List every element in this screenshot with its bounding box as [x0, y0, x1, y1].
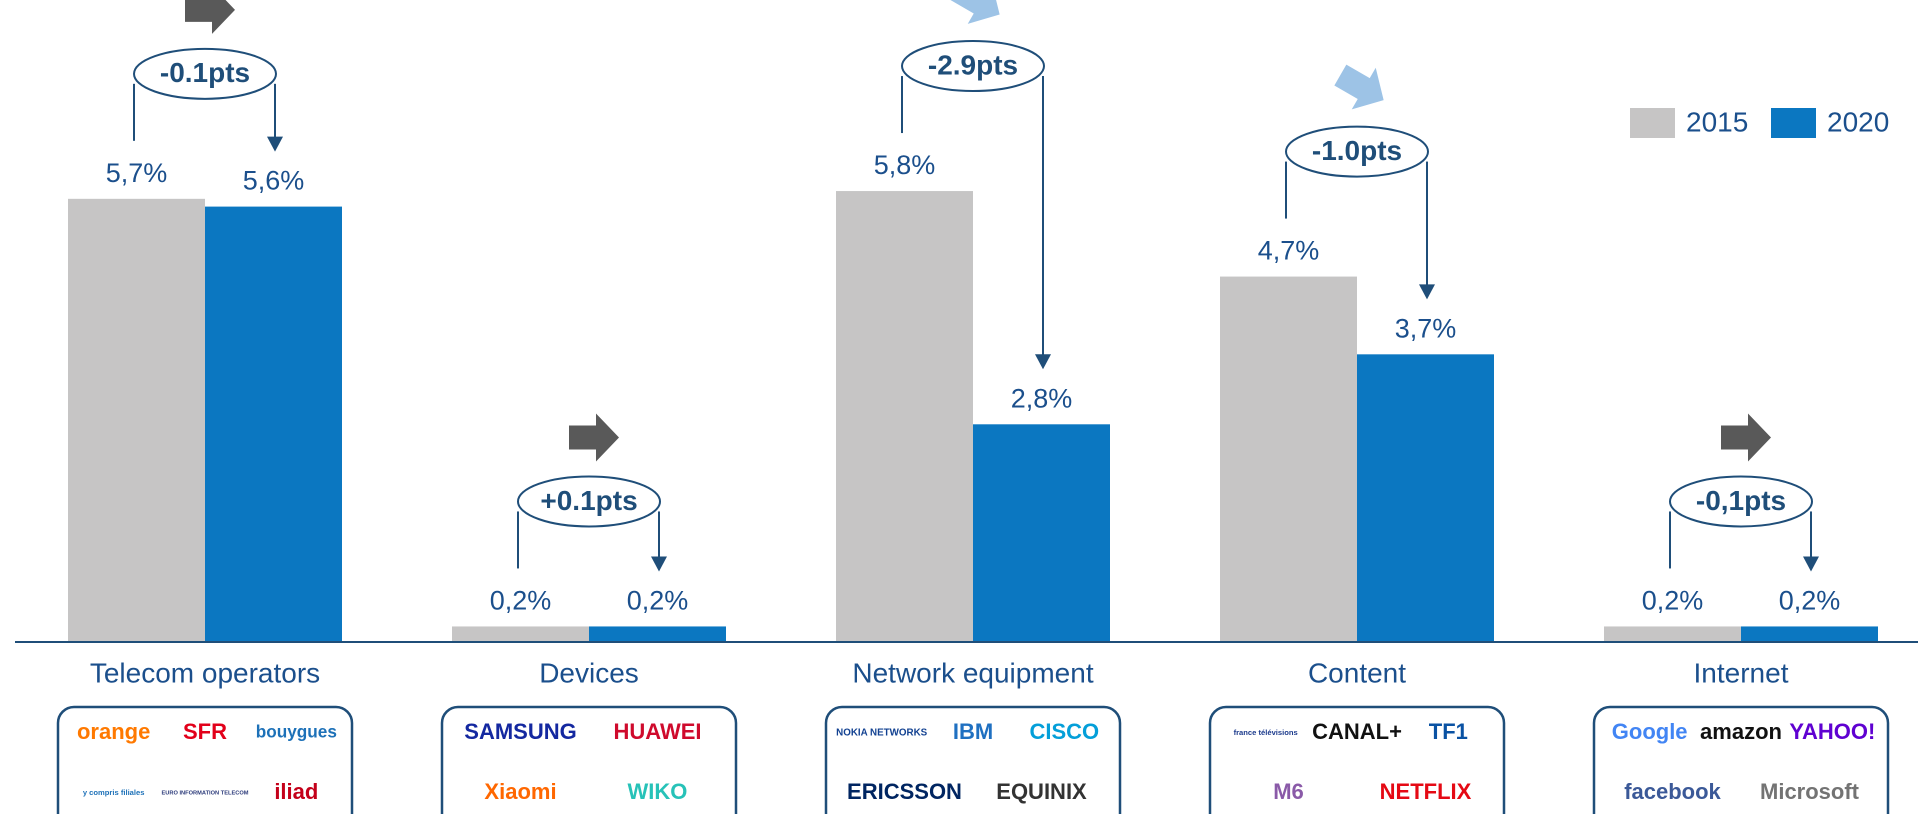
- value-label: 5,6%: [243, 166, 305, 196]
- logo-text: NOKIA NETWORKS: [836, 728, 928, 739]
- bar: [205, 206, 342, 642]
- logo-text: YAHOO!: [1789, 719, 1875, 744]
- value-label: 5,7%: [106, 158, 168, 188]
- trend-arrow: [950, 0, 1000, 24]
- category-label: Devices: [539, 657, 639, 688]
- trend-arrow: [569, 413, 619, 462]
- logo-box: [824, 705, 1122, 814]
- bar: [452, 626, 589, 642]
- logo-text: SAMSUNG: [464, 719, 576, 744]
- logo-text: bouygues: [256, 722, 337, 742]
- annotation: -2.9pts: [928, 49, 1018, 80]
- value-label: 0,2%: [1642, 586, 1704, 616]
- trend-arrow: [1721, 413, 1771, 462]
- logo-text: EQUINIX: [996, 779, 1087, 804]
- bar: [1741, 626, 1878, 642]
- value-label: 2,8%: [1011, 383, 1073, 413]
- bracket-arrowhead: [1419, 284, 1435, 300]
- value-label: 5,8%: [874, 150, 936, 180]
- logo-text: CANAL+: [1312, 719, 1402, 744]
- logo-box: [1592, 705, 1890, 814]
- bar: [1357, 354, 1494, 642]
- logo-box: [1208, 705, 1506, 814]
- annotation: -0.1pts: [160, 57, 250, 88]
- annotation: -0,1pts: [1696, 485, 1786, 516]
- value-label: 0,2%: [627, 586, 689, 616]
- logo-text: IBM: [953, 719, 993, 744]
- logo-text: NETFLIX: [1380, 779, 1472, 804]
- legend-swatch: [1771, 108, 1816, 138]
- logo-text: SFR: [183, 719, 227, 744]
- bar: [68, 198, 205, 642]
- annotation-bubble: [517, 475, 661, 528]
- trend-arrow: [185, 0, 235, 34]
- category-label: Network equipment: [852, 657, 1093, 688]
- annotation: -1.0pts: [1312, 135, 1402, 166]
- logo-text: facebook: [1624, 779, 1721, 804]
- logo-box: [56, 705, 354, 814]
- logo-text: TF1: [1429, 719, 1468, 744]
- logo-box: [440, 705, 738, 814]
- annotation-bubble: [133, 47, 277, 100]
- trend-arrow: [1334, 64, 1384, 110]
- logo-text: CISCO: [1029, 719, 1099, 744]
- logo-text: Google: [1612, 719, 1688, 744]
- logo-text: EURO INFORMATION TELECOM: [161, 791, 248, 797]
- logo-text: france télévisions: [1234, 728, 1298, 737]
- logo-text: Microsoft: [1760, 779, 1860, 804]
- value-label: 4,7%: [1258, 236, 1320, 266]
- value-label: 0,2%: [490, 586, 552, 616]
- annotation: +0.1pts: [540, 485, 637, 516]
- logo-text: WIKO: [628, 779, 688, 804]
- bar: [1604, 626, 1741, 642]
- bracket-arrowhead: [1803, 556, 1819, 572]
- category-label: Content: [1308, 657, 1406, 688]
- value-label: 3,7%: [1395, 313, 1457, 343]
- logo-text: M6: [1273, 779, 1304, 804]
- category-label: Internet: [1694, 657, 1789, 688]
- bracket-arrowhead: [651, 556, 667, 572]
- bar: [1220, 276, 1357, 642]
- logo-text: Xiaomi: [484, 779, 556, 804]
- bracket-arrowhead: [1035, 354, 1051, 370]
- logo-text: orange: [77, 719, 150, 744]
- bar: [973, 424, 1110, 642]
- category-label: Telecom operators: [90, 657, 320, 688]
- annotation-bubble: [901, 40, 1045, 93]
- bracket-arrowhead: [267, 136, 283, 152]
- annotation-bubble: [1285, 125, 1429, 178]
- logo-text: amazon: [1700, 719, 1782, 744]
- logo-text: HUAWEI: [614, 719, 702, 744]
- value-label: 0,2%: [1779, 586, 1841, 616]
- legend-label: 2015: [1686, 106, 1748, 137]
- bar: [589, 626, 726, 642]
- annotation-bubble: [1669, 475, 1813, 528]
- legend-label: 2020: [1827, 106, 1889, 137]
- logo-text: iliad: [274, 779, 318, 804]
- logo-text: y compris filiales: [83, 788, 145, 797]
- bar: [836, 191, 973, 643]
- logo-text: ERICSSON: [847, 779, 962, 804]
- legend-swatch: [1630, 108, 1675, 138]
